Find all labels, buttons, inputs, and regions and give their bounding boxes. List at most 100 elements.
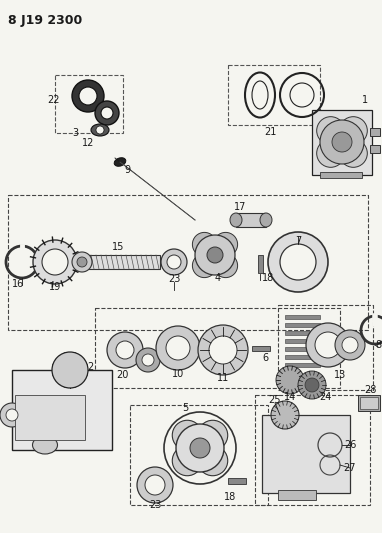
Circle shape (339, 139, 367, 167)
Circle shape (317, 117, 345, 144)
Circle shape (52, 352, 88, 388)
Circle shape (193, 254, 216, 278)
Text: 27: 27 (344, 463, 356, 473)
Text: 25: 25 (269, 395, 281, 405)
Circle shape (335, 330, 365, 360)
Text: 26: 26 (344, 440, 356, 450)
Bar (8, 195, 368, 330)
Bar (130, 405, 268, 505)
Circle shape (317, 139, 345, 167)
Text: 4: 4 (215, 273, 221, 283)
Text: 14: 14 (284, 392, 296, 402)
Circle shape (42, 249, 68, 275)
Circle shape (195, 235, 235, 275)
Text: 23: 23 (168, 274, 180, 284)
Text: 20: 20 (116, 370, 128, 380)
Text: 3: 3 (72, 128, 78, 138)
Bar (285, 339, 320, 343)
Circle shape (207, 247, 223, 263)
Text: 17: 17 (234, 202, 246, 212)
Circle shape (166, 336, 190, 360)
Text: 13: 13 (334, 370, 346, 380)
Circle shape (95, 101, 119, 125)
Bar (360, 397, 378, 409)
Circle shape (116, 341, 134, 359)
Circle shape (72, 252, 92, 272)
Bar (285, 363, 320, 367)
Text: 18: 18 (262, 273, 274, 283)
Circle shape (145, 475, 165, 495)
Circle shape (0, 403, 24, 427)
Circle shape (193, 232, 216, 256)
Circle shape (214, 232, 238, 256)
Bar (285, 331, 320, 335)
Text: 7: 7 (295, 236, 301, 246)
Circle shape (298, 371, 326, 399)
Text: 6: 6 (262, 353, 268, 363)
Text: 19: 19 (49, 282, 61, 292)
Text: 10: 10 (172, 369, 184, 379)
Bar (15, 395, 85, 440)
Ellipse shape (252, 81, 268, 109)
Circle shape (172, 446, 202, 476)
Text: 24: 24 (319, 392, 331, 402)
Circle shape (136, 348, 160, 372)
Circle shape (198, 446, 228, 476)
Bar (255, 395, 370, 505)
Bar (262, 415, 350, 493)
Circle shape (276, 366, 304, 394)
Circle shape (101, 107, 113, 119)
Bar (252, 346, 270, 351)
Circle shape (79, 87, 97, 105)
Ellipse shape (114, 158, 126, 166)
Bar (258, 255, 263, 273)
Circle shape (320, 120, 364, 164)
Circle shape (268, 232, 328, 292)
Text: 18: 18 (224, 492, 236, 502)
Bar (236, 213, 266, 227)
Circle shape (305, 378, 319, 392)
Bar (228, 65, 320, 125)
Circle shape (176, 424, 224, 472)
Bar (82, 255, 160, 269)
Circle shape (96, 126, 104, 134)
Circle shape (167, 255, 181, 269)
Circle shape (332, 132, 352, 152)
Ellipse shape (230, 213, 242, 227)
Circle shape (198, 421, 228, 450)
Bar (228, 478, 246, 484)
Circle shape (339, 117, 367, 144)
Ellipse shape (32, 436, 58, 454)
Bar (278, 305, 373, 390)
Circle shape (156, 326, 200, 370)
Text: 22: 22 (48, 95, 60, 105)
Circle shape (280, 244, 316, 280)
Circle shape (306, 323, 350, 367)
Text: 5: 5 (182, 403, 188, 413)
Text: 28: 28 (364, 385, 376, 395)
Text: 8: 8 (375, 340, 381, 350)
Text: 21: 21 (264, 127, 276, 137)
Ellipse shape (260, 213, 272, 227)
Circle shape (209, 336, 237, 364)
Circle shape (315, 332, 341, 358)
Text: 2: 2 (87, 362, 93, 372)
Circle shape (172, 421, 202, 450)
Circle shape (214, 254, 238, 278)
Bar (278, 490, 316, 500)
Bar (285, 323, 320, 327)
Bar (95, 308, 340, 388)
Ellipse shape (91, 124, 109, 136)
Bar (12, 370, 112, 450)
Circle shape (107, 332, 143, 368)
Bar (370, 128, 380, 136)
Text: 12: 12 (82, 138, 94, 148)
Circle shape (290, 83, 314, 107)
Circle shape (6, 409, 18, 421)
Bar (370, 145, 380, 153)
Bar (285, 355, 320, 359)
Text: 15: 15 (112, 242, 124, 252)
Text: 1: 1 (362, 95, 368, 105)
Circle shape (33, 240, 77, 284)
Text: 23: 23 (149, 500, 161, 510)
